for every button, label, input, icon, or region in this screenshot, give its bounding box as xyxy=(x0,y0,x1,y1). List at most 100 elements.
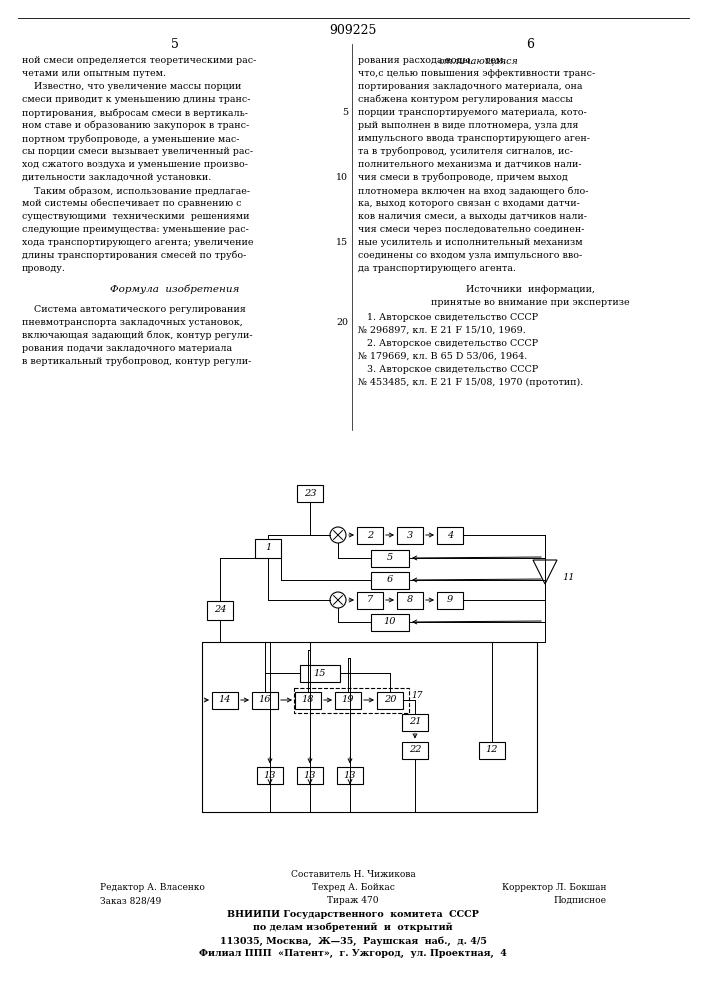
Bar xyxy=(297,766,323,784)
Text: соединены со входом узла импульсного вво-: соединены со входом узла импульсного вво… xyxy=(358,251,583,260)
Text: 5: 5 xyxy=(342,108,348,117)
Bar xyxy=(437,591,463,608)
Text: 1. Авторское свидетельство СССР: 1. Авторское свидетельство СССР xyxy=(358,313,538,322)
Text: 8: 8 xyxy=(407,595,413,604)
Bar xyxy=(297,485,323,502)
Bar xyxy=(437,526,463,544)
Text: 909225: 909225 xyxy=(329,23,377,36)
Text: чия смеси в трубопроводе, причем выход: чия смеси в трубопроводе, причем выход xyxy=(358,173,568,182)
Text: 10: 10 xyxy=(336,173,348,182)
Text: ка, выход которого связан с входами датчи-: ка, выход которого связан с входами датч… xyxy=(358,199,580,208)
Text: 17: 17 xyxy=(411,691,423,700)
Text: длины транспортирования смесей по трубо-: длины транспортирования смесей по трубо- xyxy=(22,251,246,260)
Text: 6: 6 xyxy=(526,37,534,50)
Bar xyxy=(300,664,340,682)
Text: № 296897, кл. Е 21 F 15/10, 1969.: № 296897, кл. Е 21 F 15/10, 1969. xyxy=(358,326,526,335)
Text: 16: 16 xyxy=(259,696,271,704)
Text: 2. Авторское свидетельство СССР: 2. Авторское свидетельство СССР xyxy=(358,339,538,348)
Text: 24: 24 xyxy=(214,605,226,614)
Text: 20: 20 xyxy=(384,696,396,704)
Text: портирования, выбросам смеси в вертикаль-: портирования, выбросам смеси в вертикаль… xyxy=(22,108,248,117)
Text: принятые во внимание при экспертизе: принятые во внимание при экспертизе xyxy=(431,298,629,307)
Text: ков наличия смеси, а выходы датчиков нали-: ков наличия смеси, а выходы датчиков нал… xyxy=(358,212,587,221)
Text: Таким образом, использование предлагае-: Таким образом, использование предлагае- xyxy=(22,186,250,196)
Text: 10: 10 xyxy=(384,617,396,626)
Text: по делам изобретений  и  открытий: по делам изобретений и открытий xyxy=(253,923,452,932)
Text: хода транспортирующего агента; увеличение: хода транспортирующего агента; увеличени… xyxy=(22,238,254,247)
Bar xyxy=(357,526,383,544)
Text: портном трубопроводе, а уменьшение мас-: портном трубопроводе, а уменьшение мас- xyxy=(22,134,240,143)
Bar xyxy=(212,692,238,708)
Text: следующие преимущества: уменьшение рас-: следующие преимущества: уменьшение рас- xyxy=(22,225,249,234)
Text: да транспортирующего агента.: да транспортирующего агента. xyxy=(358,264,516,273)
Text: полнительного механизма и датчиков нали-: полнительного механизма и датчиков нали- xyxy=(358,160,582,169)
Text: 13: 13 xyxy=(344,770,356,780)
Text: 13: 13 xyxy=(264,770,276,780)
Text: 4: 4 xyxy=(447,530,453,540)
Text: 5: 5 xyxy=(171,37,179,50)
Bar xyxy=(371,613,409,631)
Text: портирования закладочного материала, она: портирования закладочного материала, она xyxy=(358,82,583,91)
Text: включающая задающий блок, контур регули-: включающая задающий блок, контур регули- xyxy=(22,331,252,340)
Text: Филиал ППП  «Патент»,  г. Ужгород,  ул. Проектная,  4: Филиал ППП «Патент», г. Ужгород, ул. Про… xyxy=(199,949,507,958)
Text: Тираж 470: Тираж 470 xyxy=(327,896,379,905)
Text: в вертикальный трубопровод, контур регули-: в вертикальный трубопровод, контур регул… xyxy=(22,357,252,366)
Text: 7: 7 xyxy=(367,595,373,604)
Text: проводу.: проводу. xyxy=(22,264,66,273)
Text: 12: 12 xyxy=(486,746,498,754)
Text: 22: 22 xyxy=(409,746,421,754)
Text: четами или опытным путем.: четами или опытным путем. xyxy=(22,69,166,78)
Text: 3. Авторское свидетельство СССР: 3. Авторское свидетельство СССР xyxy=(358,365,538,374)
Bar xyxy=(397,591,423,608)
Text: 6: 6 xyxy=(387,576,393,584)
Bar xyxy=(357,591,383,608)
Text: ном ставе и образованию закупорок в транс-: ном ставе и образованию закупорок в тран… xyxy=(22,121,250,130)
Text: 9: 9 xyxy=(447,595,453,604)
Text: пневмотранспорта закладочных установок,: пневмотранспорта закладочных установок, xyxy=(22,318,243,327)
Bar xyxy=(255,538,281,558)
Text: чия смеси через последовательно соединен-: чия смеси через последовательно соединен… xyxy=(358,225,585,234)
Text: Источники  информации,: Источники информации, xyxy=(465,285,595,294)
Text: ход сжатого воздуха и уменьшение произво-: ход сжатого воздуха и уменьшение произво… xyxy=(22,160,248,169)
Text: Система автоматического регулирования: Система автоматического регулирования xyxy=(22,305,246,314)
Text: № 453485, кл. Е 21 F 15/08, 1970 (прототип).: № 453485, кл. Е 21 F 15/08, 1970 (протот… xyxy=(358,378,583,387)
Text: Известно, что увеличение массы порции: Известно, что увеличение массы порции xyxy=(22,82,241,91)
Text: рования расхода воды,: рования расхода воды, xyxy=(358,56,476,65)
Bar xyxy=(257,766,283,784)
Text: плотномера включен на вход задающего бло-: плотномера включен на вход задающего бло… xyxy=(358,186,588,196)
Text: 14: 14 xyxy=(218,696,231,704)
Text: существующими  техническими  решениями: существующими техническими решениями xyxy=(22,212,250,221)
Text: дительности закладочной установки.: дительности закладочной установки. xyxy=(22,173,211,182)
Bar xyxy=(335,692,361,708)
Text: 13: 13 xyxy=(304,770,316,780)
Bar xyxy=(371,572,409,588)
Text: импульсного ввода транспортирующего аген-: импульсного ввода транспортирующего аген… xyxy=(358,134,590,143)
Text: Корректор Л. Бокшан: Корректор Л. Бокшан xyxy=(501,883,606,892)
Text: 23: 23 xyxy=(304,488,316,497)
Text: Техред А. Бойкас: Техред А. Бойкас xyxy=(312,883,395,892)
Bar xyxy=(371,550,409,566)
Text: Составитель Н. Чижикова: Составитель Н. Чижикова xyxy=(291,870,416,879)
Text: 15: 15 xyxy=(336,238,348,247)
Text: порции транспортируемого материала, кото-: порции транспортируемого материала, кото… xyxy=(358,108,587,117)
Bar xyxy=(397,526,423,544)
Text: снабжена контуром регулирования массы: снабжена контуром регулирования массы xyxy=(358,95,573,104)
Text: Редактор А. Власенко: Редактор А. Власенко xyxy=(100,883,205,892)
Text: Подписное: Подписное xyxy=(553,896,606,905)
Text: ные усилитель и исполнительный механизм: ные усилитель и исполнительный механизм xyxy=(358,238,583,247)
Text: что,с целью повышения эффективности транс-: что,с целью повышения эффективности тран… xyxy=(358,69,595,78)
Bar xyxy=(479,742,505,758)
Text: 18: 18 xyxy=(302,696,314,704)
Text: рования подачи закладочного материала: рования подачи закладочного материала xyxy=(22,344,232,353)
Text: Формула  изобретения: Формула изобретения xyxy=(110,285,240,294)
Text: отличающаяся: отличающаяся xyxy=(438,56,518,65)
Text: 1: 1 xyxy=(265,544,271,552)
Text: 20: 20 xyxy=(336,318,348,327)
Text: ВНИИПИ Государственного  комитета  СССР: ВНИИПИ Государственного комитета СССР xyxy=(227,910,479,919)
Text: рый выполнен в виде плотномера, узла для: рый выполнен в виде плотномера, узла для xyxy=(358,121,578,130)
Text: 11: 11 xyxy=(562,574,575,582)
Bar xyxy=(295,692,321,708)
Text: 21: 21 xyxy=(409,718,421,726)
Bar xyxy=(202,642,537,812)
Text: 15: 15 xyxy=(314,668,326,678)
